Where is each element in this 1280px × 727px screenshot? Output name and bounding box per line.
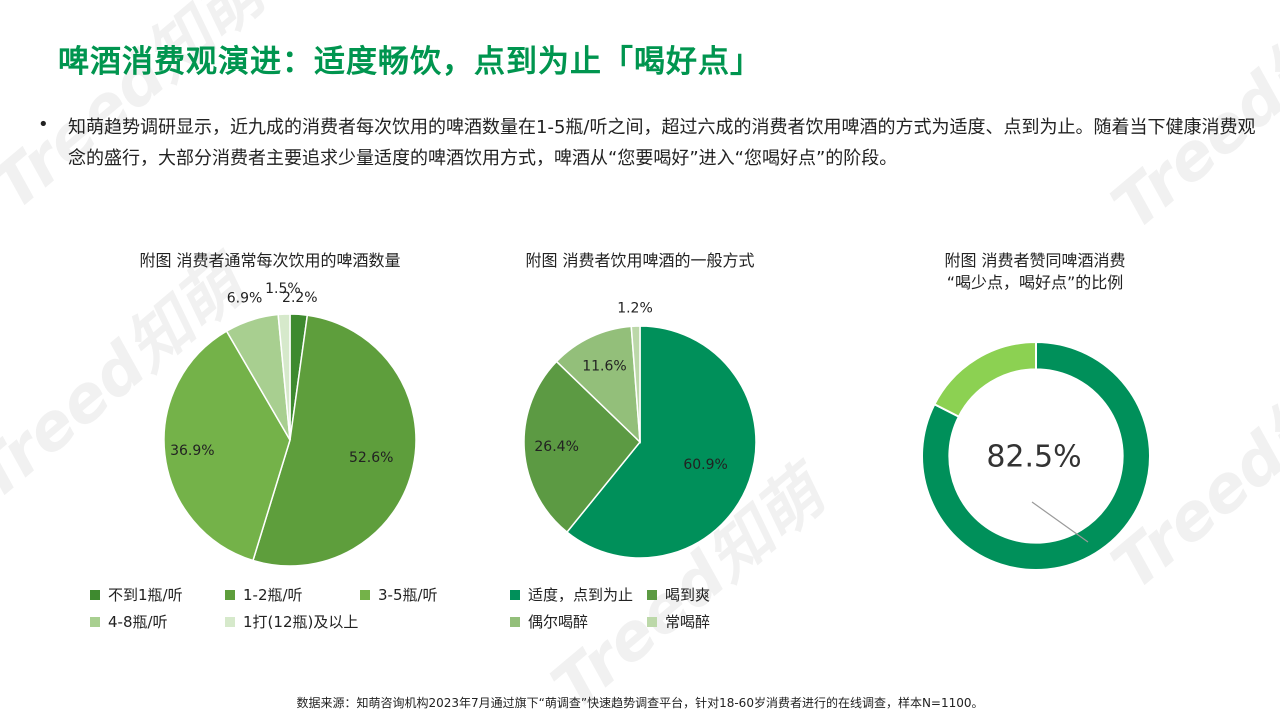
chart3-donut-segment xyxy=(921,340,1151,571)
chart1-data-label: 36.9% xyxy=(170,443,214,459)
chart1-legend-label: 1-2瓶/听 xyxy=(243,586,303,604)
chart2-slice xyxy=(630,325,641,443)
summary-paragraph: • 知萌趋势调研显示，近九成的消费者每次饮用的啤酒数量在1-5瓶/听之间，超过六… xyxy=(38,112,1258,174)
chart1-slice xyxy=(163,330,291,562)
page-title: 啤酒消费观演进：适度畅饮，点到为止「喝好点」 xyxy=(58,44,762,80)
chart2-legend-item: 喝到爽 xyxy=(647,584,710,605)
chart2-legend-label: 常喝醉 xyxy=(665,613,711,631)
chart2-legend-label: 偶尔喝醉 xyxy=(528,613,589,631)
chart1-legend-label: 4-8瓶/听 xyxy=(108,613,168,631)
chart1-legend-item: 1打(12瓶)及以上 xyxy=(225,611,358,632)
chart2-legend-label: 适度，点到为止 xyxy=(528,586,634,604)
chart2-legend-label: 喝到爽 xyxy=(665,586,711,604)
chart3-donut-segment xyxy=(933,340,1037,419)
chart1-legend-item: 3-5瓶/听 xyxy=(360,584,438,605)
chart2-legend-swatch xyxy=(510,589,520,600)
chart3-center-value: 82.5% xyxy=(986,440,1081,475)
chart1-data-label: 52.6% xyxy=(349,450,393,466)
chart1-legend-item: 不到1瓶/听 xyxy=(90,584,183,605)
chart2-data-label: 11.6% xyxy=(582,358,626,374)
summary-text: 知萌趋势调研显示，近九成的消费者每次饮用的啤酒数量在1-5瓶/听之间，超过六成的… xyxy=(68,117,1256,169)
chart2-data-label: 26.4% xyxy=(534,439,578,455)
chart1-legend-swatch xyxy=(90,589,100,600)
chart2-pie: 60.9% 26.4% 11.6% 1.2% xyxy=(523,301,757,559)
chart2-legend-item: 适度，点到为止 xyxy=(510,584,633,605)
chart2-slice xyxy=(523,360,642,534)
chart1-data-label: 6.9% xyxy=(227,290,263,306)
chart2-legend-swatch xyxy=(647,589,657,600)
chart2-legend: 适度，点到为止 喝到爽偶尔喝醉 常喝醉 xyxy=(510,584,790,634)
chart2-legend-swatch xyxy=(647,616,657,627)
bullet-icon: • xyxy=(38,114,49,135)
chart1-legend-label: 3-5瓶/听 xyxy=(378,586,438,604)
chart3-title: 附图 消费者赞同啤酒消费 “喝少点，喝好点”的比例 xyxy=(944,251,1126,292)
chart1-slice xyxy=(277,313,291,441)
chart1-legend: 不到1瓶/听 1-2瓶/听 3-5瓶/听 4-8瓶/听 1打(12瓶)及以上 xyxy=(90,584,490,634)
chart2-data-label: 60.9% xyxy=(683,457,727,473)
chart2-slice xyxy=(555,325,641,444)
chart1-legend-item: 1-2瓶/听 xyxy=(225,584,303,605)
chart1-slice xyxy=(252,314,417,567)
chart3-leader-line xyxy=(1031,501,1089,543)
chart3-donut: 82.5% xyxy=(921,340,1151,571)
chart2-data-label: 1.2% xyxy=(617,301,653,317)
chart1-legend-label: 1打(12瓶)及以上 xyxy=(243,613,359,631)
chart1-legend-swatch xyxy=(225,589,235,600)
chart1-pie: 2.2% 52.6% 36.9% 6.9%1.5% xyxy=(163,281,417,567)
chart2-legend-item: 常喝醉 xyxy=(647,611,710,632)
chart1-legend-swatch xyxy=(90,616,100,627)
chart1-legend-label: 不到1瓶/听 xyxy=(108,586,183,604)
chart2-slice xyxy=(565,325,757,559)
chart1-legend-item: 4-8瓶/听 xyxy=(90,611,168,632)
chart2-title: 附图 消费者饮用啤酒的一般方式 xyxy=(525,251,755,270)
chart1-legend-swatch xyxy=(225,616,235,627)
chart1-legend-swatch xyxy=(360,589,370,600)
data-source-footnote: 数据来源：知萌咨询机构2023年7月通过旗下“萌调查”快速趋势调查平台，针对18… xyxy=(296,696,984,710)
chart1-data-label: 1.5% xyxy=(265,281,301,297)
chart1-title: 附图 消费者通常每次饮用的啤酒数量 xyxy=(139,251,401,270)
chart2-legend-swatch xyxy=(510,616,520,627)
chart2-legend-item: 偶尔喝醉 xyxy=(510,611,588,632)
chart1-data-label: 2.2% xyxy=(282,290,318,306)
